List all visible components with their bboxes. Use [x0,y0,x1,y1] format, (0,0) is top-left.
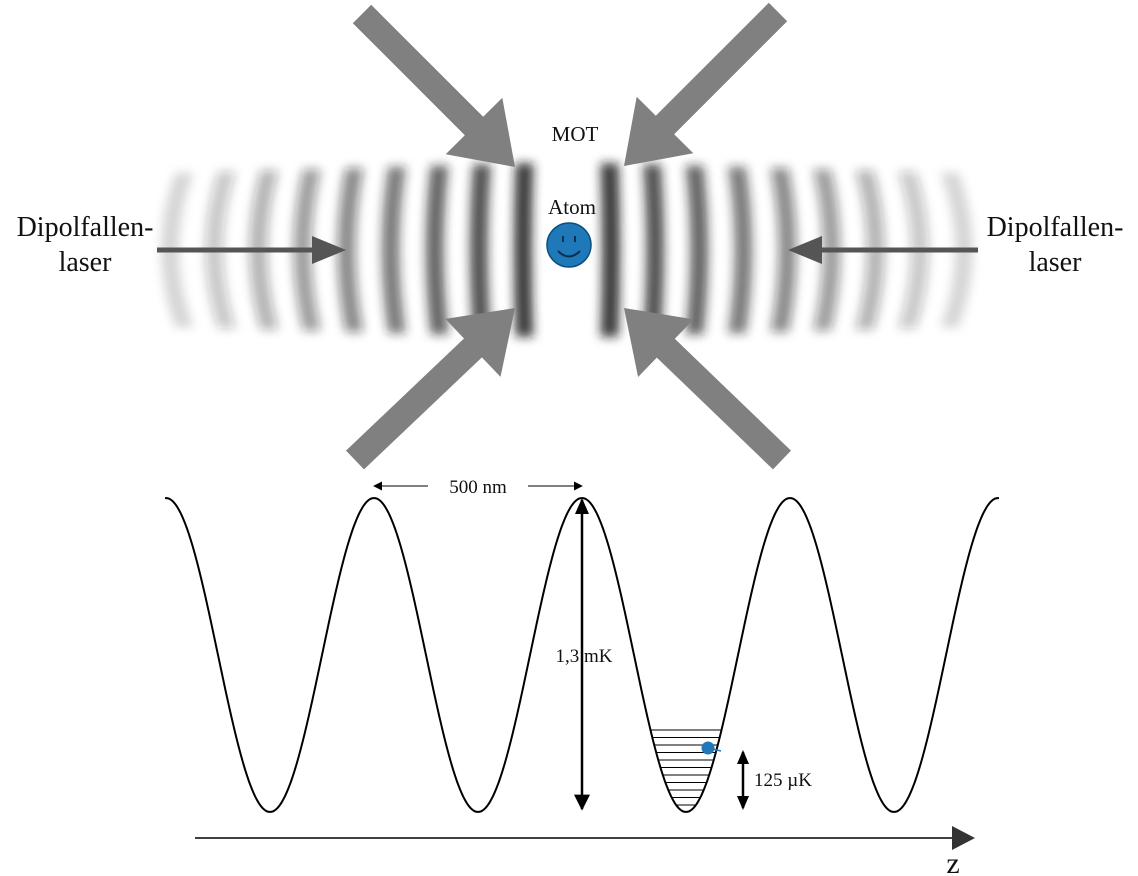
fringe-band [382,167,406,333]
fringe-band [686,166,709,335]
z-axis-label: z [946,847,959,876]
mot-label: MOT [552,122,599,146]
laser-left-label-line2: laser [59,247,113,278]
laser-left-label-line1: Dipolfallen- [17,212,154,243]
period-label: 500 nm [449,477,507,498]
level-atom-circle [702,742,715,755]
fringe-band [643,164,664,335]
laser-right-label-line1: Dipolfallen- [987,212,1124,243]
fringe-band [470,164,491,335]
level-spacing-arrow-bottom-icon [737,796,749,810]
laser-right-label-line2: laser [1029,247,1083,278]
mot-beam-bottom-right [624,308,791,469]
fringe-band [426,166,449,335]
level-spacing-arrow-top-icon [737,750,749,764]
vibrational-levels [651,730,722,805]
fringe-band [601,163,621,337]
fringe-band [514,163,534,337]
level-spacing-label: 125 µK [754,770,812,791]
fringe-band [728,167,752,333]
mot-beam-top-left [353,5,515,167]
atom-circle [547,223,591,267]
depth-label: 1,3 mK [556,646,613,667]
mot-beam-top-right [624,3,787,166]
atom-label: Atom [548,195,596,219]
trapped-atom [547,223,591,267]
